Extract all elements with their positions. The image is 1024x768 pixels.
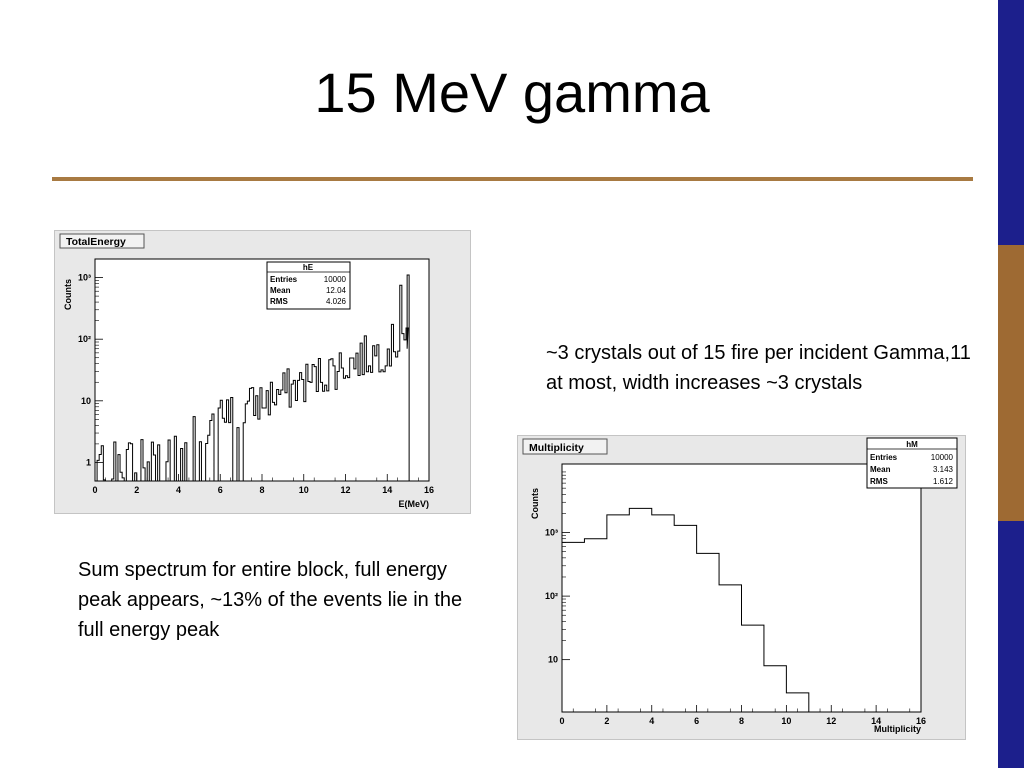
x-tick-label: 4 [176, 485, 181, 495]
x-tick-label: 12 [826, 716, 836, 726]
y-tick-label: 10³ [78, 273, 91, 283]
stats-value: 12.04 [326, 286, 347, 295]
canvas-title-box [59, 233, 145, 249]
stats-label: Entries [870, 453, 898, 462]
stats-value: 10000 [324, 275, 347, 284]
y-tick-label: 10 [81, 396, 91, 406]
x-axis-label: E(MeV) [398, 499, 429, 509]
title-divider [52, 177, 973, 181]
sidebar-segment-bottom [998, 521, 1024, 768]
plot-frame [94, 258, 430, 482]
x-tick-label: 10 [299, 485, 309, 495]
left-caption: Sum spectrum for entire block, full ener… [78, 559, 463, 641]
stats-label: RMS [870, 477, 888, 486]
x-tick-label: 12 [340, 485, 350, 495]
x-axis-label: Multiplicity [874, 724, 921, 734]
y-tick-label: 10³ [545, 528, 558, 538]
x-tick-label: 16 [916, 716, 926, 726]
canvas-title: TotalEnergy [66, 236, 126, 248]
y-tick-label: 10² [545, 591, 558, 601]
stats-value: 3.143 [933, 465, 954, 474]
sidebar-segment-top [998, 0, 1024, 245]
stats-title: hM [906, 440, 918, 449]
stats-label: RMS [270, 297, 288, 306]
y-axis-label: Counts [63, 279, 73, 310]
x-tick-label: 0 [559, 716, 564, 726]
energy-histogram-line [95, 274, 410, 482]
total-energy-chart-panel: TotalEnergy 0 2 4 6 8 10 12 14 16 1 10 10² 10³ Count… [54, 230, 471, 514]
stats-value: 1.612 [933, 477, 954, 486]
x-tick-label: 0 [92, 485, 97, 495]
axis-ticks: 0 2 4 6 8 10 12 14 16 10 10² 10³ [545, 471, 926, 726]
x-tick-label: 2 [134, 485, 139, 495]
x-tick-label: 2 [604, 716, 609, 726]
stats-title: hE [303, 263, 314, 272]
y-tick-label: 1 [86, 457, 91, 467]
right-caption: ~3 crystals out of 15 fire per incident … [546, 342, 971, 394]
stats-label: Mean [870, 465, 891, 474]
x-tick-label: 6 [218, 485, 223, 495]
sidebar-accent-bar [998, 0, 1024, 768]
slide-title: 15 MeV gamma [314, 61, 710, 124]
x-tick-label: 14 [382, 485, 392, 495]
y-axis-label: Counts [530, 488, 540, 519]
axis-ticks: 0 2 4 6 8 10 12 14 16 1 10 10² 10³ [78, 258, 434, 495]
stats-value: 4.026 [326, 297, 347, 306]
x-tick-label: 14 [871, 716, 881, 726]
stats-box: hM Entries 10000 Mean 3.143 RMS 1.612 [866, 437, 958, 489]
canvas-title-box [522, 438, 608, 455]
multiplicity-chart: Multiplicity 0 2 4 6 8 10 12 14 16 10 10² 10³ Count… [522, 437, 958, 734]
stats-value: 10000 [931, 453, 954, 462]
x-tick-label: 8 [259, 485, 264, 495]
x-tick-label: 8 [739, 716, 744, 726]
y-tick-label: 10² [78, 334, 91, 344]
stats-label: Mean [270, 286, 291, 295]
stats-label: Entries [270, 275, 298, 284]
x-tick-label: 6 [694, 716, 699, 726]
x-tick-label: 16 [424, 485, 434, 495]
x-tick-label: 4 [649, 716, 654, 726]
total-energy-chart: TotalEnergy 0 2 4 6 8 10 12 14 16 1 10 10² 10³ Count… [59, 233, 434, 509]
sidebar-segment-middle [998, 245, 1024, 521]
multiplicity-histogram-line [562, 507, 832, 713]
stats-box: hE Entries 10000 Mean 12.04 RMS 4.026 [266, 261, 351, 310]
y-tick-label: 10 [548, 655, 558, 665]
x-tick-label: 10 [781, 716, 791, 726]
multiplicity-chart-panel: Multiplicity 0 2 4 6 8 10 12 14 16 10 10² 10³ Count… [517, 435, 966, 740]
canvas-title: Multiplicity [529, 442, 584, 454]
